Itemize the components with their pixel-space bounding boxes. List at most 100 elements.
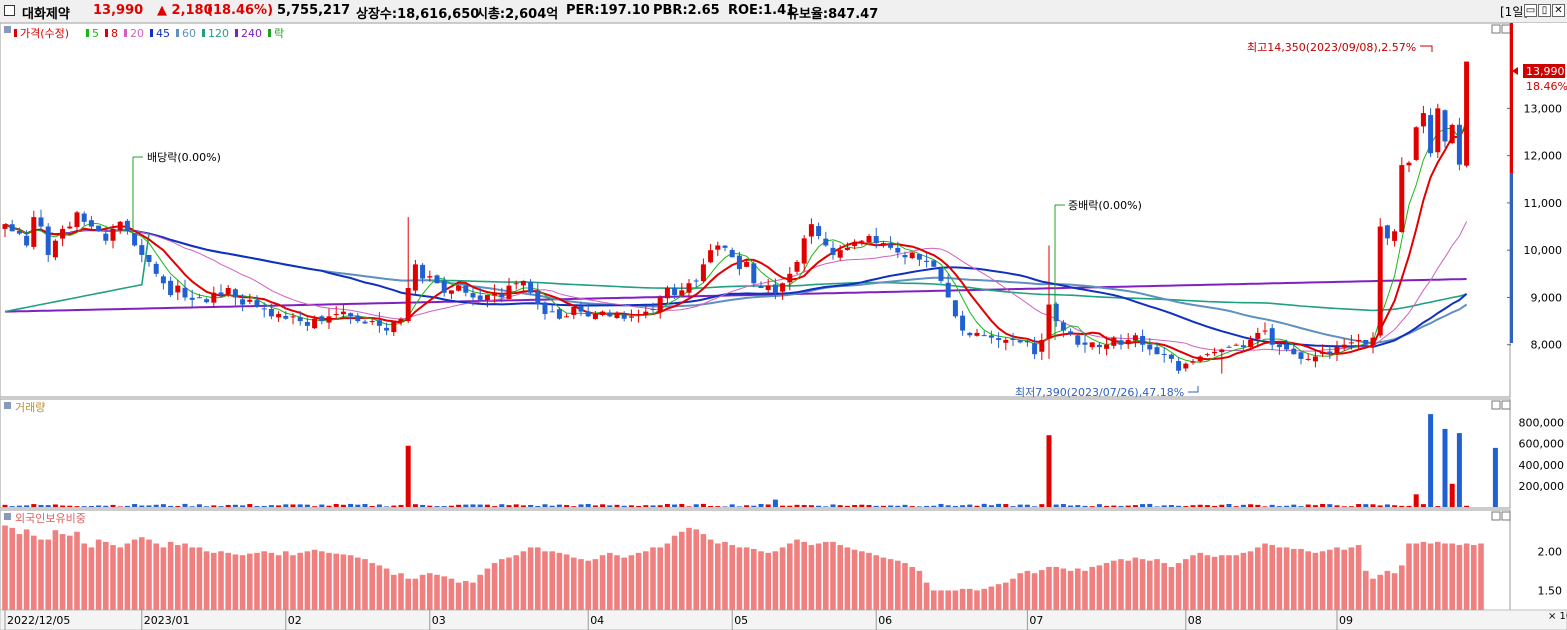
candle-body (571, 306, 577, 315)
foreign-ratio-bar (31, 535, 37, 610)
candle-body (405, 288, 411, 322)
foreign-ratio-bar (1413, 543, 1419, 610)
candle-body (1276, 344, 1282, 348)
foreign-ratio-bar (650, 547, 656, 610)
candle-body (765, 285, 771, 290)
period-selector[interactable]: [1일] (1500, 5, 1529, 19)
foreign-ratio-bar (614, 555, 620, 610)
volume-bar (304, 504, 310, 507)
maximize-icon[interactable]: ▯ (1538, 4, 1551, 17)
x-tick-label: 05 (734, 614, 748, 627)
foreign-ratio-bar (319, 551, 325, 610)
candle-body (873, 236, 879, 244)
candle-body (988, 335, 994, 338)
volume-bar (319, 504, 325, 507)
legend-swatch-0 (14, 29, 17, 37)
foreign-ratio-bar (239, 555, 246, 610)
legend-swatch-3 (124, 29, 127, 37)
volume-bar (290, 504, 296, 507)
volume-pane-controls[interactable] (1491, 400, 1511, 410)
candle-body (88, 220, 94, 227)
foreign-pane-controls[interactable] (1491, 511, 1511, 521)
volume-bar (1284, 505, 1290, 507)
candle-body (124, 220, 130, 232)
volume-bar (520, 505, 526, 507)
foreign-ratio-bar (1132, 557, 1139, 610)
close-icon[interactable]: ✕ (1552, 4, 1565, 17)
foreign-ratio-bar (81, 543, 87, 610)
foreign-ratio-bar (297, 552, 303, 610)
volume-bar (477, 504, 483, 507)
volume-bar (981, 503, 987, 507)
volume-bar (1075, 505, 1081, 507)
foreign-ratio-bar (167, 541, 174, 610)
candle-body (794, 262, 800, 272)
select-checkbox[interactable] (4, 5, 15, 16)
legend-swatch-7 (235, 29, 238, 37)
candle-body (1413, 127, 1419, 160)
foreign-ratio-bar (376, 565, 383, 610)
candle-body (628, 316, 634, 318)
candle-body (1104, 344, 1110, 349)
foreign-ratio-bar (700, 534, 707, 610)
minimize-icon[interactable]: ▭ (1524, 4, 1537, 17)
volume-bar (1190, 505, 1196, 507)
candle-body (924, 260, 930, 262)
foreign-ratio-bar (873, 555, 879, 610)
volume-bar (369, 505, 375, 507)
volume-bar (405, 445, 411, 507)
volume-tick-label: 400,000 (1519, 459, 1565, 472)
legend-label-8: 락 (274, 27, 284, 40)
foreign-ratio-bar (283, 551, 289, 610)
foreign-ratio-bar (823, 541, 829, 610)
candle-body (1406, 162, 1412, 166)
legend-swatch-8 (268, 29, 271, 37)
foreign-ratio-bar (1031, 573, 1038, 610)
volume-bar (506, 505, 512, 507)
candle-body (448, 290, 454, 294)
foreign-ratio-bar (340, 554, 347, 610)
foreign-ratio-bar (1226, 555, 1232, 610)
foreign-ratio-bar (1147, 560, 1153, 610)
foreign-ratio-bar (1039, 570, 1045, 610)
foreign-ratio-bar (1111, 560, 1117, 610)
volume-bar (1255, 504, 1261, 507)
stock-name[interactable]: 대화제약 (22, 7, 70, 22)
candle-body (81, 213, 87, 222)
candle-body (160, 276, 166, 284)
candle-body (103, 233, 109, 241)
volume-bar (110, 504, 116, 507)
foreign-ratio-bar (139, 537, 145, 610)
candle-body (1010, 338, 1016, 340)
x-tick-label: 06 (878, 614, 892, 627)
volume-bar (67, 505, 73, 507)
foreign-ratio-bar (268, 552, 275, 610)
price-tick-label: 8,000 (1531, 339, 1563, 352)
volume-pane-icon (4, 402, 11, 409)
candle-body (808, 224, 814, 237)
volume-bar (1399, 505, 1405, 507)
candle-body (780, 283, 786, 292)
roe-value: ROE:1.41 (728, 3, 796, 18)
foreign-ratio-bar (1183, 559, 1189, 610)
volume-bar (74, 506, 80, 507)
candle-body (463, 285, 469, 293)
volume-bar (1226, 503, 1232, 507)
foreign-ratio-bar (1391, 573, 1398, 610)
foreign-ratio-bar (571, 557, 577, 610)
candle-body (1118, 340, 1124, 345)
foreign-ratio-bar (866, 552, 872, 610)
volume-bar (326, 505, 332, 507)
candle-body (1017, 340, 1023, 343)
volume-bar (1111, 505, 1117, 507)
volume-bar (1154, 506, 1160, 507)
candle-body (499, 294, 505, 298)
candle-body (916, 254, 922, 260)
volume-bar (866, 505, 872, 507)
volume-bar (902, 504, 908, 507)
candle-body (1320, 351, 1326, 354)
candle-body (1176, 361, 1182, 371)
volume-bar (1435, 506, 1441, 507)
volume-bar (751, 505, 757, 507)
candle-body (312, 318, 318, 329)
